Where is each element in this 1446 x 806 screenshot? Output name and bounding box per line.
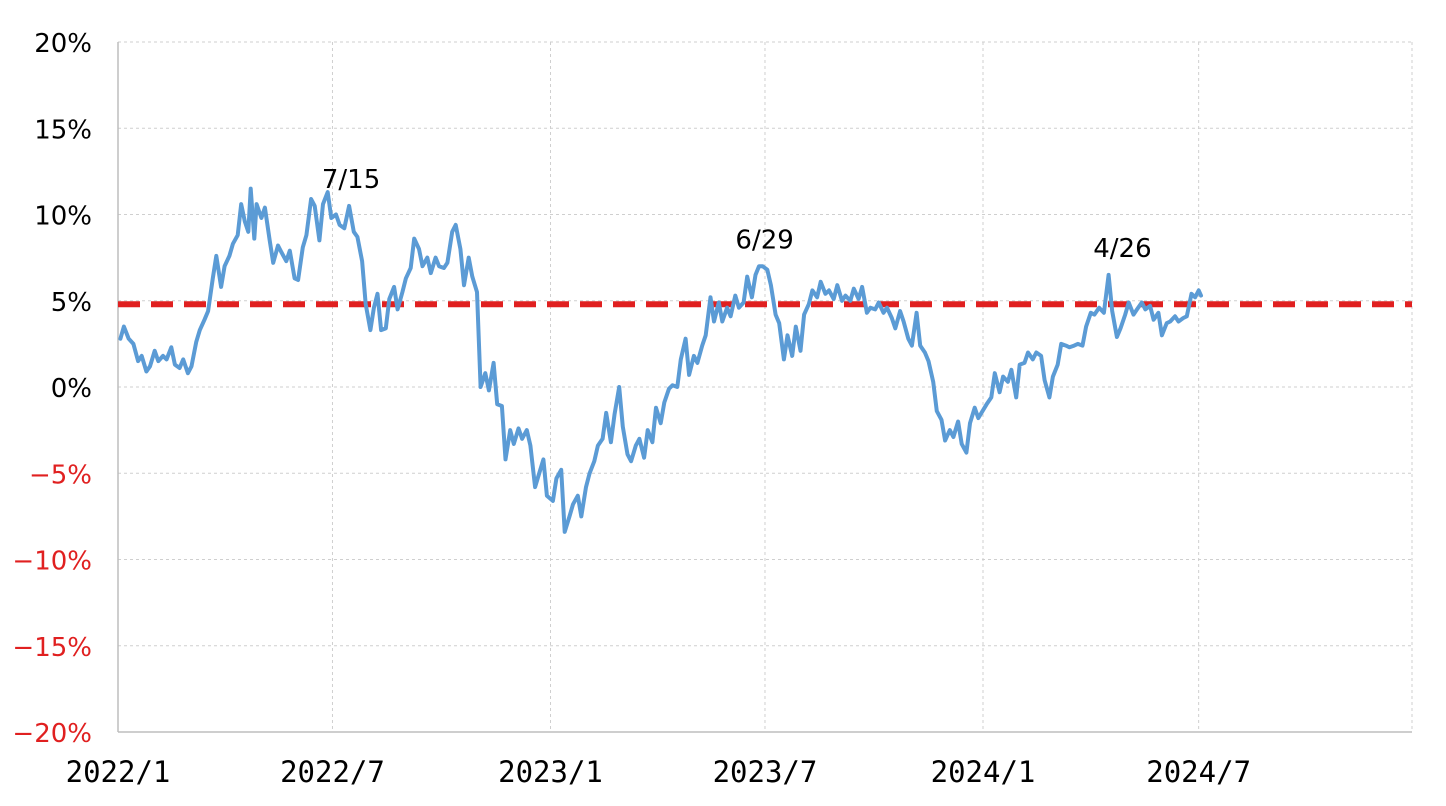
x-tick-label: 2023/7 (713, 755, 818, 789)
y-axis-tick-labels: 20% 15% 10% 5% 0% −5% −10% −15% −20% (12, 29, 92, 749)
annotation-label: 6/29 (735, 225, 793, 255)
y-tick-label: −10% (12, 547, 92, 577)
y-tick-label: 0% (51, 374, 92, 404)
y-tick-label: −5% (29, 460, 92, 490)
annotation-label: 7/15 (322, 165, 380, 195)
y-tick-label: −15% (12, 633, 92, 663)
x-tick-label: 2024/7 (1146, 755, 1251, 789)
y-tick-label: 15% (34, 115, 92, 145)
x-tick-label: 2024/1 (931, 755, 1036, 789)
y-tick-label: 5% (51, 288, 92, 318)
x-tick-label: 2023/1 (498, 755, 603, 789)
series-group (118, 186, 1203, 534)
y-tick-label: 10% (34, 202, 92, 232)
x-axis-tick-labels: 2022/1 2022/7 2023/1 2023/7 2024/1 2024/7 (66, 755, 1251, 789)
gridlines (118, 41, 1413, 732)
axes (117, 42, 1412, 733)
annotation-label: 4/26 (1093, 234, 1151, 264)
annotations: 7/15 6/29 4/26 (322, 165, 1152, 264)
x-tick-label: 2022/1 (66, 755, 171, 789)
x-tick-label: 2022/7 (280, 755, 385, 789)
y-tick-label: −20% (12, 719, 92, 749)
y-tick-label: 20% (34, 29, 92, 59)
series-line (118, 186, 1203, 534)
